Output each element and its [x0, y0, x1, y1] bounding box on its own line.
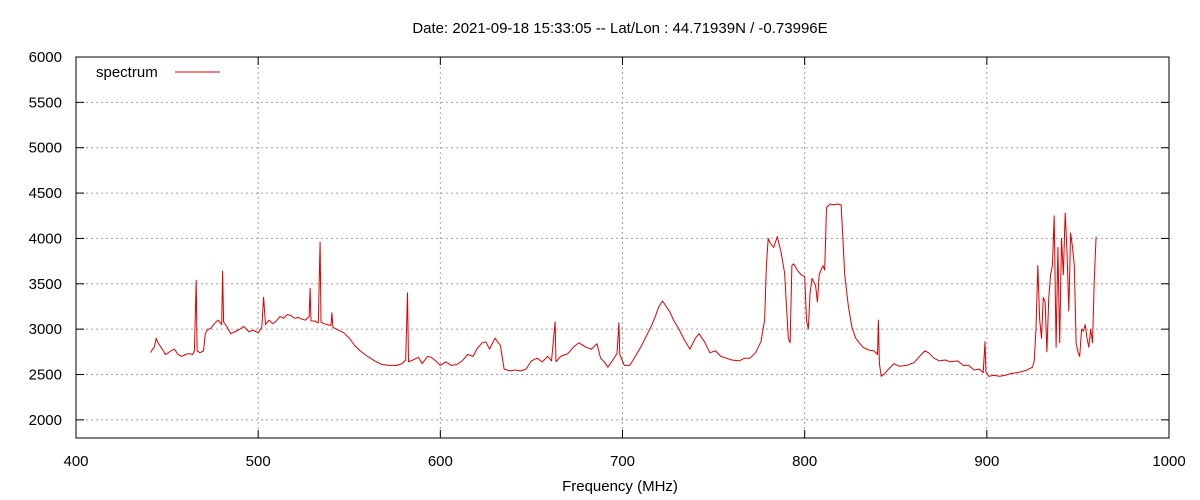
- y-tick-label: 2000: [29, 412, 62, 429]
- grid-lines: [76, 57, 1169, 438]
- series-line-spectrum: [150, 203, 1097, 377]
- y-axis-ticks: 2000 2500 3000 3500 4000 4500 5000 5500 6000: [29, 49, 1169, 429]
- x-axis-label: Frequency (MHz): [562, 478, 678, 495]
- x-tick-label: 700: [610, 453, 635, 470]
- y-tick-label: 5500: [29, 94, 62, 111]
- y-tick-label: 3000: [29, 321, 62, 338]
- x-tick-label: 1000: [1152, 453, 1185, 470]
- x-tick-label: 800: [792, 453, 817, 470]
- x-tick-label: 400: [63, 453, 88, 470]
- x-tick-label: 600: [428, 453, 453, 470]
- y-tick-label: 4000: [29, 230, 62, 247]
- legend: spectrum: [96, 64, 220, 81]
- series-layer: [150, 203, 1097, 377]
- x-axis-ticks: 400 500 600 700 800 900 1000: [63, 57, 1186, 470]
- legend-label-spectrum: spectrum: [96, 64, 158, 81]
- plot-frame: [75, 56, 1170, 439]
- x-tick-label: 500: [246, 453, 271, 470]
- y-tick-label: 4500: [29, 185, 62, 202]
- y-tick-label: 3500: [29, 276, 62, 293]
- chart-title: Date: 2021-09-18 15:33:05 -- Lat/Lon : 4…: [412, 20, 827, 37]
- y-tick-label: 5000: [29, 140, 62, 157]
- y-tick-label: 2500: [29, 367, 62, 384]
- x-tick-label: 900: [974, 453, 999, 470]
- y-tick-label: 6000: [29, 49, 62, 66]
